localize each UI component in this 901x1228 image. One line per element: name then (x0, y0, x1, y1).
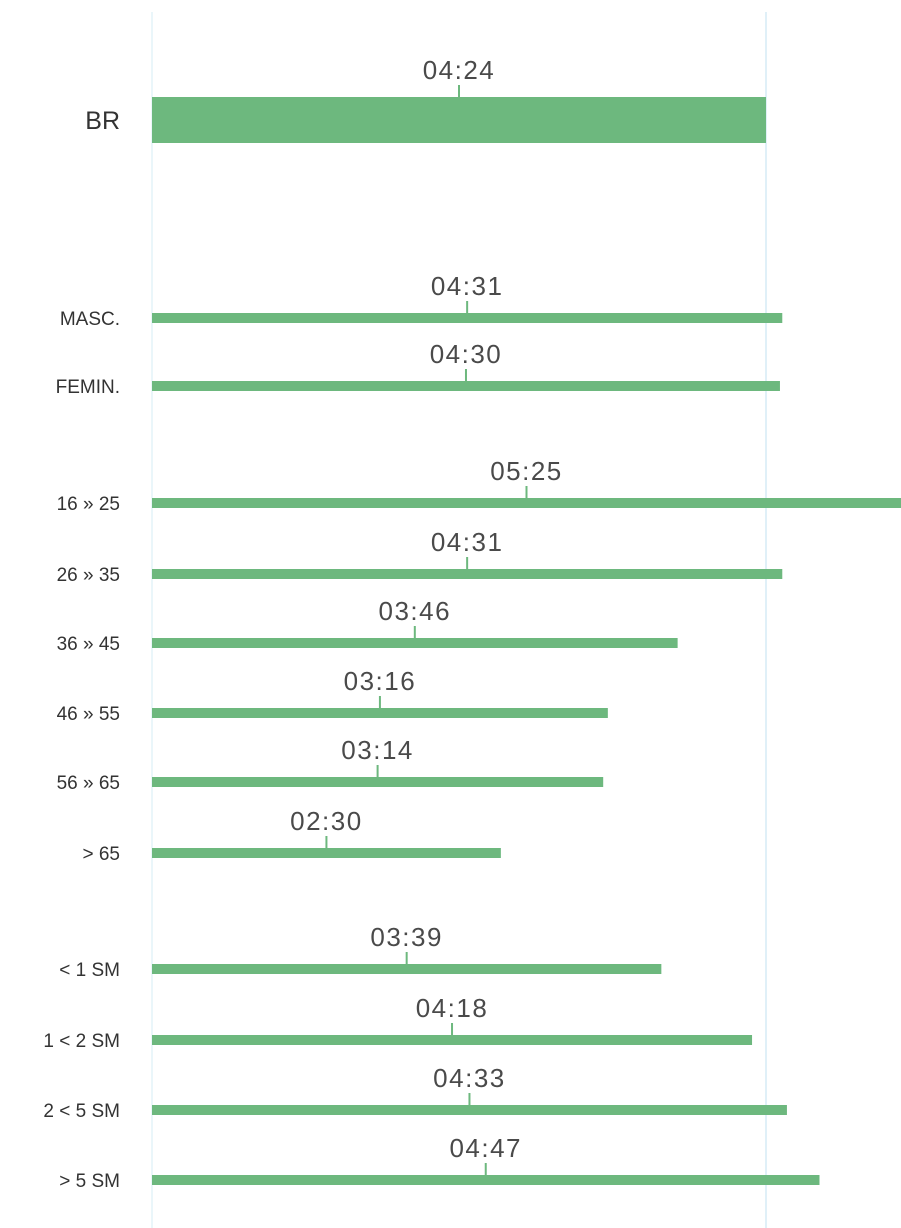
value-label-3: 05:25 (490, 456, 563, 486)
category-label-10: 1 < 2 SM (43, 1031, 120, 1052)
bar-3 (152, 498, 901, 508)
value-label-7: 03:14 (341, 735, 414, 765)
bar-8 (152, 848, 501, 858)
bar-11 (152, 1105, 787, 1115)
category-label-11: 2 < 5 SM (43, 1101, 120, 1122)
category-label-4: 26 » 35 (57, 565, 120, 586)
category-label-5: 36 » 45 (57, 634, 120, 655)
category-label-12: > 5 SM (59, 1171, 120, 1192)
bar-12 (152, 1175, 820, 1185)
value-label-1: 04:31 (431, 271, 504, 301)
bar-5 (152, 638, 678, 648)
bar-1 (152, 313, 783, 323)
value-label-11: 04:33 (433, 1063, 506, 1093)
bar-0 (152, 97, 766, 143)
category-label-9: < 1 SM (59, 960, 120, 981)
value-label-10: 04:18 (416, 993, 489, 1023)
value-label-2: 04:30 (430, 339, 503, 369)
value-label-5: 03:46 (379, 596, 452, 626)
value-label-6: 03:16 (344, 666, 417, 696)
bar-7 (152, 777, 604, 787)
category-label-0: BR (85, 107, 120, 135)
category-label-8: > 65 (82, 844, 120, 865)
value-label-8: 02:30 (290, 806, 363, 836)
value-label-4: 04:31 (431, 527, 504, 557)
bar-2 (152, 381, 780, 391)
category-label-6: 46 » 55 (57, 704, 120, 725)
value-label-12: 04:47 (449, 1133, 522, 1163)
bar-6 (152, 708, 608, 718)
bar-9 (152, 964, 662, 974)
value-label-0: 04:24 (423, 55, 496, 85)
value-label-9: 03:39 (370, 922, 443, 952)
category-label-3: 16 » 25 (57, 494, 120, 515)
bar-10 (152, 1035, 753, 1045)
category-label-1: MASC. (60, 309, 120, 330)
category-label-7: 56 » 65 (57, 773, 120, 794)
category-label-2: FEMIN. (56, 377, 120, 398)
bar-4 (152, 569, 783, 579)
